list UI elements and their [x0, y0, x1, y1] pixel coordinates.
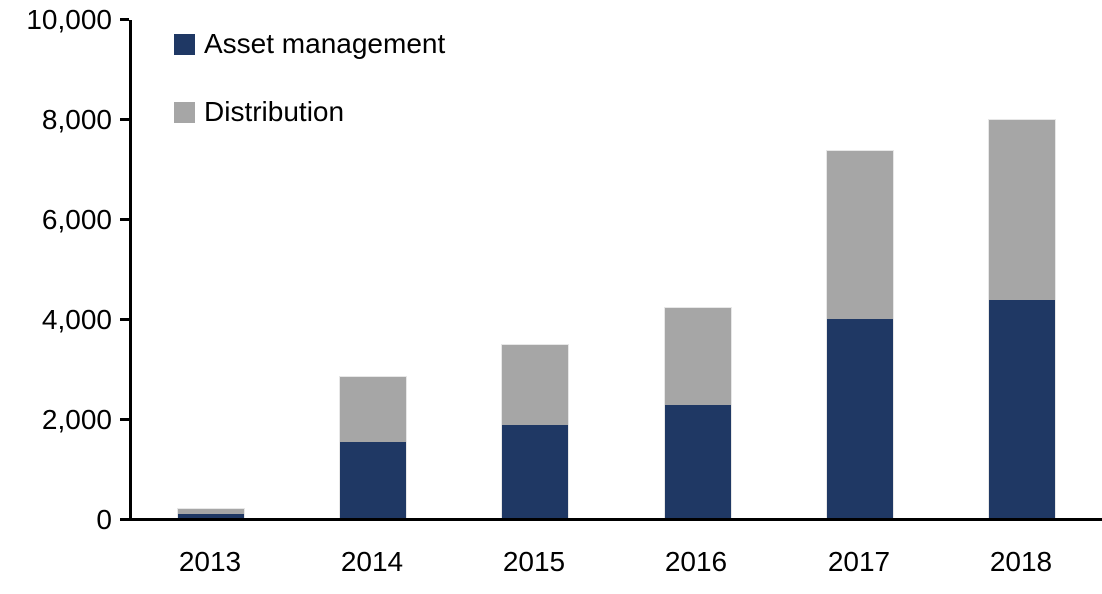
legend-label-distribution: Distribution: [204, 96, 345, 127]
bar-segment-distribution-2014: [340, 377, 406, 442]
bar-segment-asset-management-2018: [989, 300, 1055, 520]
legend-label-asset-management: Asset management: [204, 28, 446, 59]
y-tick-label: 10,000: [26, 4, 112, 35]
y-tick: [120, 418, 129, 421]
legend-item-asset-management: Asset management: [174, 30, 445, 58]
bar-2018: [988, 119, 1056, 521]
x-category-label-2015: 2015: [502, 546, 566, 577]
legend-swatch-distribution: [174, 101, 195, 123]
bar-segment-asset-management-2017: [827, 319, 893, 520]
bar-segment-asset-management-2015: [502, 425, 568, 520]
y-tick: [120, 318, 129, 321]
y-tick: [120, 518, 129, 521]
x-category-label-2016: 2016: [664, 546, 728, 577]
bar-segment-distribution-2018: [989, 120, 1055, 300]
x-category-label-2014: 2014: [340, 546, 404, 577]
x-category-label-2017: 2017: [827, 546, 891, 577]
bar-2015: [501, 344, 569, 521]
y-tick-label: 0: [96, 504, 112, 535]
legend-item-distribution: Distribution: [174, 98, 445, 126]
y-tick-label: 8,000: [41, 104, 112, 135]
bar-2017: [826, 150, 894, 521]
y-axis-line: [129, 20, 132, 521]
y-tick: [120, 18, 129, 21]
bar-segment-distribution-2013: [178, 509, 244, 514]
y-tick-label: 2,000: [41, 404, 112, 435]
y-tick-label: 6,000: [41, 204, 112, 235]
y-tick: [120, 218, 129, 221]
legend-swatch-asset-management: [174, 33, 195, 55]
bar-segment-asset-management-2014: [340, 442, 406, 520]
x-axis-line: [129, 518, 1102, 521]
y-tick: [120, 118, 129, 121]
bar-segment-asset-management-2013: [178, 514, 244, 520]
x-category-label-2013: 2013: [178, 546, 242, 577]
legend: Asset management Distribution: [174, 30, 445, 126]
bar-segment-asset-management-2016: [665, 405, 731, 520]
y-tick-label: 4,000: [41, 304, 112, 335]
bar-segment-distribution-2017: [827, 151, 893, 319]
bar-segment-distribution-2015: [502, 345, 568, 425]
x-category-label-2018: 2018: [989, 546, 1053, 577]
bar-2014: [339, 376, 407, 521]
bar-segment-distribution-2016: [665, 308, 731, 405]
bar-2016: [664, 307, 732, 521]
